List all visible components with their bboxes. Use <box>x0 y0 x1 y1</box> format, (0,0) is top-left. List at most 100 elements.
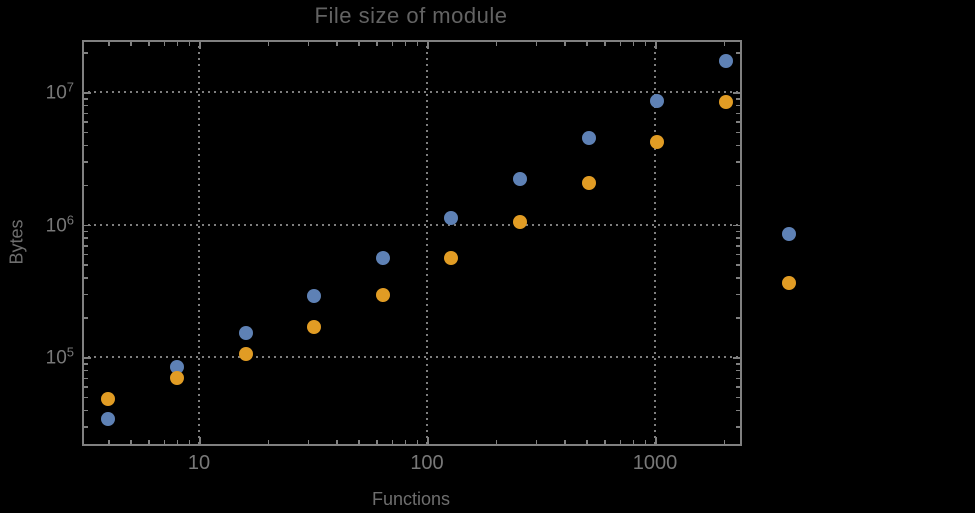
plot-frame <box>82 40 742 446</box>
tick-y-left <box>84 253 88 256</box>
tick-x-top <box>644 42 647 46</box>
tick-y-left <box>84 184 88 187</box>
tick-y-left <box>84 131 88 134</box>
legend-marker-series-1-blue <box>782 227 796 241</box>
gridline-x-10 <box>198 40 200 444</box>
tick-x-top <box>307 42 310 46</box>
tick-x-top <box>148 42 150 46</box>
tick-y-left <box>84 121 88 123</box>
data-point-series-1-blue-x1024 <box>650 94 665 109</box>
tick-y-left <box>84 52 88 54</box>
tick-y-right <box>736 409 740 412</box>
tick-x-top <box>404 42 407 46</box>
data-point-series-2-orange-x256 <box>513 215 528 230</box>
data-point-series-2-orange-x64 <box>375 287 390 302</box>
legend-marker-series-2-orange <box>782 276 796 290</box>
data-point-series-1-blue-x8 <box>169 360 184 375</box>
tick-x-bottom <box>404 440 407 444</box>
tick-x-bottom <box>604 440 606 444</box>
data-point-series-2-orange-x4 <box>101 392 116 407</box>
tick-x-bottom <box>495 440 498 444</box>
data-point-series-1-blue-x4 <box>101 412 116 427</box>
tick-y-right <box>736 131 740 134</box>
tick-x-top <box>176 42 179 46</box>
tick-x-bottom <box>427 437 429 444</box>
tick-y-left <box>84 377 88 380</box>
tick-x-top <box>188 42 191 46</box>
tick-x-bottom <box>632 440 635 444</box>
gridline-y-10e5 <box>82 356 740 358</box>
tick-y-right <box>736 386 740 388</box>
tick-y-left <box>84 264 88 266</box>
tick-x-top <box>604 42 606 46</box>
tick-x-bottom <box>619 440 622 444</box>
tick-x-top <box>376 42 378 46</box>
tick-y-right <box>736 245 740 247</box>
tick-x-bottom <box>307 440 310 444</box>
tick-x-top <box>586 42 588 46</box>
tick-y-right <box>736 121 740 123</box>
tick-y-left <box>84 112 88 115</box>
data-point-series-1-blue-x64 <box>375 251 390 266</box>
tick-x-bottom <box>163 440 166 444</box>
tick-x-bottom <box>535 440 538 444</box>
tick-y-right <box>736 264 740 266</box>
tick-x-bottom <box>108 440 110 444</box>
tick-x-top <box>564 42 566 46</box>
tick-x-top <box>267 42 270 46</box>
tick-y-right <box>736 98 740 100</box>
y-axis-label: Bytes <box>6 219 27 265</box>
tick-x-top <box>199 42 201 49</box>
tick-x-top <box>130 42 132 46</box>
tick-x-top <box>535 42 538 46</box>
tick-x-bottom <box>188 440 191 444</box>
tick-y-right <box>736 230 740 233</box>
tick-y-right <box>736 396 740 399</box>
x-axis-label: Functions <box>371 489 451 509</box>
tick-y-left <box>84 104 88 107</box>
x-tick-label-100: 100 <box>410 452 444 474</box>
gridline-x-100 <box>426 40 428 444</box>
tick-x-top <box>619 42 622 46</box>
tick-x-bottom <box>148 440 150 444</box>
data-point-series-2-orange-x512 <box>581 175 596 190</box>
tick-y-left <box>84 357 91 359</box>
tick-y-right <box>736 369 740 372</box>
tick-x-bottom <box>358 440 360 444</box>
data-point-series-1-blue-x32 <box>307 288 322 303</box>
tick-y-left <box>84 363 88 365</box>
tick-x-bottom <box>199 437 201 444</box>
tick-y-left <box>84 293 88 296</box>
tick-x-top <box>427 42 429 49</box>
tick-x-bottom <box>655 437 657 444</box>
tick-y-right <box>736 104 740 107</box>
tick-x-top <box>336 42 338 46</box>
data-point-series-2-orange-x128 <box>444 251 459 266</box>
tick-x-bottom <box>130 440 132 444</box>
tick-x-top <box>495 42 498 46</box>
tick-y-left <box>84 237 88 239</box>
data-point-series-2-orange-x2048 <box>718 95 733 110</box>
x-tick-label-1000: 1000 <box>632 452 678 474</box>
tick-x-top <box>108 42 110 46</box>
tick-x-top <box>163 42 166 46</box>
tick-y-right <box>733 224 740 226</box>
data-point-series-2-orange-x8 <box>169 370 184 385</box>
tick-y-right <box>736 426 740 428</box>
tick-y-right <box>736 253 740 256</box>
tick-x-bottom <box>376 440 378 444</box>
chart-title: File size of module <box>314 3 508 28</box>
tick-y-left <box>84 426 88 428</box>
tick-y-right <box>736 317 740 319</box>
tick-x-bottom <box>644 440 647 444</box>
tick-y-right <box>733 92 740 94</box>
tick-y-right <box>736 277 740 279</box>
tick-y-left <box>84 161 88 163</box>
data-point-series-2-orange-x16 <box>238 347 253 362</box>
tick-x-top <box>391 42 394 46</box>
data-point-series-1-blue-x128 <box>444 211 459 226</box>
gridline-x-1000 <box>654 40 656 444</box>
tick-y-right <box>736 363 740 365</box>
tick-x-bottom <box>416 440 419 444</box>
y-tick-label-10e5: 105 <box>45 344 74 369</box>
